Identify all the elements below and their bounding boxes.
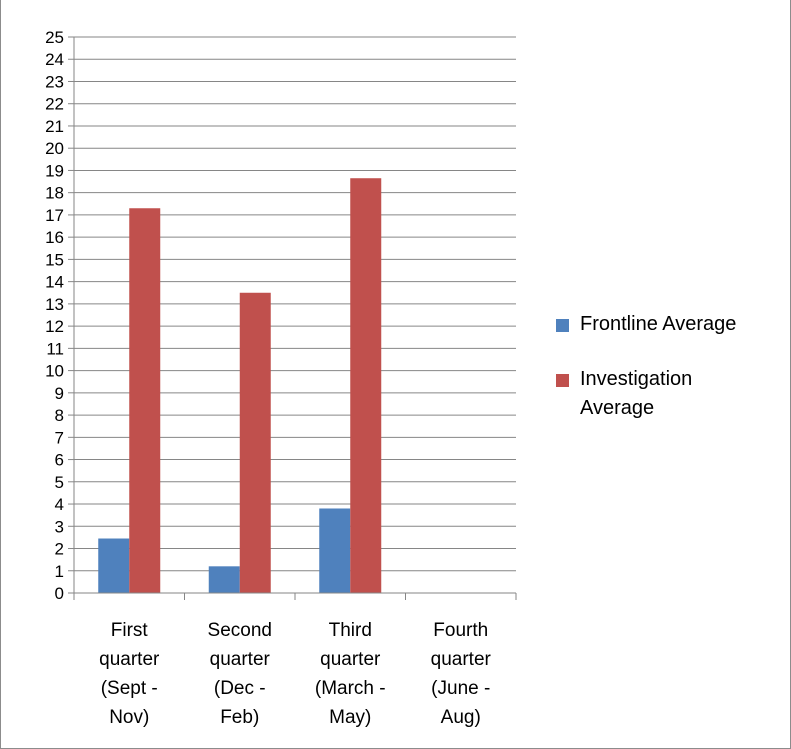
bar-investigation-2 (239, 292, 271, 593)
bar-frontline-1 (98, 538, 130, 593)
legend-label-investigation-average: Investigation Average (580, 368, 693, 419)
y-tick-label: 7 (55, 428, 64, 447)
y-tick-label: 0 (55, 584, 64, 603)
y-tick-label: 24 (45, 50, 64, 69)
legend-swatch-investigation-average (556, 374, 569, 387)
legend-item-frontline-average: Frontline Average (556, 310, 786, 339)
y-tick-label: 16 (45, 228, 64, 247)
bar-frontline-3 (319, 508, 351, 593)
y-tick-label: 11 (46, 339, 64, 358)
y-tick-label: 8 (55, 406, 64, 425)
legend-label-frontline-average: Frontline Average (580, 313, 737, 335)
bar-frontline-2 (208, 566, 240, 593)
y-tick-label: 1 (55, 562, 64, 581)
legend: Frontline Average Investigation Average (556, 310, 786, 449)
x-category-label: Third quarter (March -May) (315, 620, 386, 728)
y-tick-label: 5 (55, 473, 64, 492)
y-tick-label: 4 (55, 495, 64, 514)
bar-investigation-1 (129, 208, 161, 594)
y-tick-label: 6 (55, 451, 64, 470)
bar-investigation-3 (350, 178, 382, 593)
x-category-label: Fourth quarter (June -Aug) (431, 620, 492, 728)
bars (98, 178, 382, 594)
y-tick-label: 3 (55, 517, 64, 536)
y-tick-label: 10 (45, 362, 64, 381)
y-tick-label: 21 (45, 117, 64, 136)
y-tick-label: 14 (45, 273, 64, 292)
y-axis-tick-labels: 0123456789101112131415161718192021222324… (45, 28, 64, 603)
y-tick-label: 17 (45, 206, 64, 225)
y-tick-label: 15 (45, 250, 64, 269)
y-tick-label: 25 (45, 28, 64, 47)
legend-item-investigation-average: Investigation Average (556, 365, 786, 423)
y-tick-label: 20 (45, 139, 64, 158)
legend-swatch-frontline-average (556, 319, 569, 332)
axes (68, 36, 517, 600)
x-category-label: First quarter (Sept -Nov) (99, 620, 160, 728)
x-category-label: Second quarter (Dec -Feb) (208, 620, 272, 728)
y-tick-label: 2 (55, 540, 64, 559)
y-tick-label: 19 (45, 161, 64, 180)
y-tick-label: 9 (55, 384, 64, 403)
y-tick-label: 23 (45, 72, 64, 91)
y-tick-label: 12 (45, 317, 64, 336)
x-axis-category-labels: First quarter (Sept -Nov) Second quarter (Dec… (99, 620, 491, 728)
y-tick-label: 22 (45, 95, 64, 114)
y-tick-label: 13 (45, 295, 64, 314)
y-tick-label: 18 (45, 184, 64, 203)
